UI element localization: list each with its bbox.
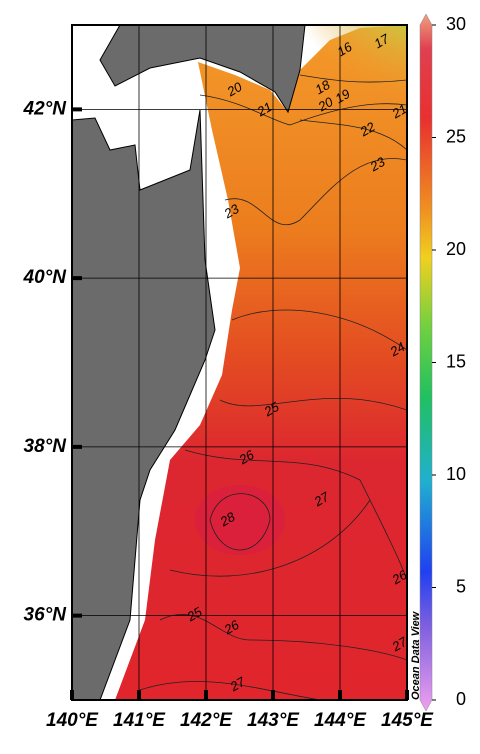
contours bbox=[139, 74, 407, 700]
colorbar-tick-label: 15 bbox=[446, 351, 466, 371]
x-tick-label: 143°E bbox=[247, 710, 300, 731]
contour-label: 27 bbox=[389, 634, 411, 655]
land-hokkaido bbox=[99, 25, 306, 114]
tick-mark bbox=[204, 690, 208, 700]
warm-core bbox=[195, 485, 285, 555]
colorbar-ticks: 0 5 10 15 20 25 30 bbox=[432, 14, 466, 709]
colorbar bbox=[419, 13, 433, 712]
contour-line bbox=[169, 499, 371, 577]
contour-line bbox=[199, 94, 407, 126]
y-tick-label: 42°N bbox=[23, 98, 68, 119]
contour-line bbox=[231, 309, 407, 351]
tick-mark bbox=[72, 444, 82, 449]
contour-line bbox=[184, 449, 407, 581]
y-tick-label: 36°N bbox=[24, 605, 68, 626]
contour-label: 27 bbox=[227, 674, 249, 695]
contour-label: 23 bbox=[367, 154, 389, 175]
contour-label: 26 bbox=[236, 447, 258, 468]
watermark: Ocean Data View bbox=[410, 610, 422, 700]
x-tick-label: 142°E bbox=[180, 710, 233, 731]
contour-label: 23 bbox=[221, 201, 243, 222]
contour-label: 21 bbox=[254, 99, 275, 120]
contour-label: 27 bbox=[311, 489, 333, 510]
contour-line bbox=[299, 74, 407, 83]
contour-label: 26 bbox=[221, 617, 243, 638]
contour-line bbox=[219, 398, 407, 411]
land-honshu bbox=[72, 109, 216, 700]
contour-label: 20 bbox=[224, 79, 246, 100]
tick-mark bbox=[72, 107, 82, 112]
y-tick-label: 38°N bbox=[24, 436, 68, 457]
contour-label: 28 bbox=[217, 509, 239, 530]
tick-mark bbox=[137, 690, 141, 700]
colorbar-tick-label: 10 bbox=[446, 464, 466, 484]
map-frame bbox=[71, 24, 408, 701]
y-tick-label: 40°N bbox=[23, 267, 68, 288]
tick-mark bbox=[72, 276, 82, 281]
tick-mark bbox=[271, 690, 275, 700]
contour-line bbox=[159, 614, 407, 661]
contour-line bbox=[209, 493, 271, 551]
contour-label: 24 bbox=[387, 339, 408, 360]
tick-mark bbox=[405, 690, 409, 700]
contour-label: 26 bbox=[389, 567, 411, 588]
contour-label: 19 bbox=[332, 86, 352, 106]
ocean-field bbox=[115, 25, 407, 700]
cold-water bbox=[290, 25, 407, 125]
contour-label: 22 bbox=[357, 119, 379, 140]
contour-label: 20 bbox=[315, 94, 337, 115]
tick-mark bbox=[338, 690, 342, 700]
contour-line bbox=[139, 681, 321, 700]
graticule bbox=[72, 25, 407, 700]
colorbar-tick-label: 20 bbox=[446, 239, 466, 259]
x-tick-label: 141°E bbox=[113, 710, 166, 731]
contour-label: 25 bbox=[184, 604, 206, 625]
x-tick-label: 140°E bbox=[46, 710, 99, 731]
contour-label: 25 bbox=[261, 399, 283, 420]
colorbar-tick-label: 0 bbox=[456, 689, 466, 709]
contour-label: 21 bbox=[389, 101, 410, 122]
tick-mark bbox=[72, 613, 82, 618]
contour-line bbox=[299, 119, 407, 151]
colorbar-tick-label: 30 bbox=[446, 14, 466, 34]
colorbar-tick-label: 5 bbox=[456, 576, 466, 596]
tick-mark bbox=[70, 690, 74, 700]
x-tick-label: 145°E bbox=[381, 710, 434, 731]
contour-line bbox=[224, 158, 407, 226]
x-tick-label: 144°E bbox=[314, 710, 367, 731]
colorbar-tick-label: 25 bbox=[446, 126, 466, 146]
axes: 140°E 141°E 142°E 143°E 144°E 145°E 36°N 38°N 40… bbox=[23, 98, 435, 731]
